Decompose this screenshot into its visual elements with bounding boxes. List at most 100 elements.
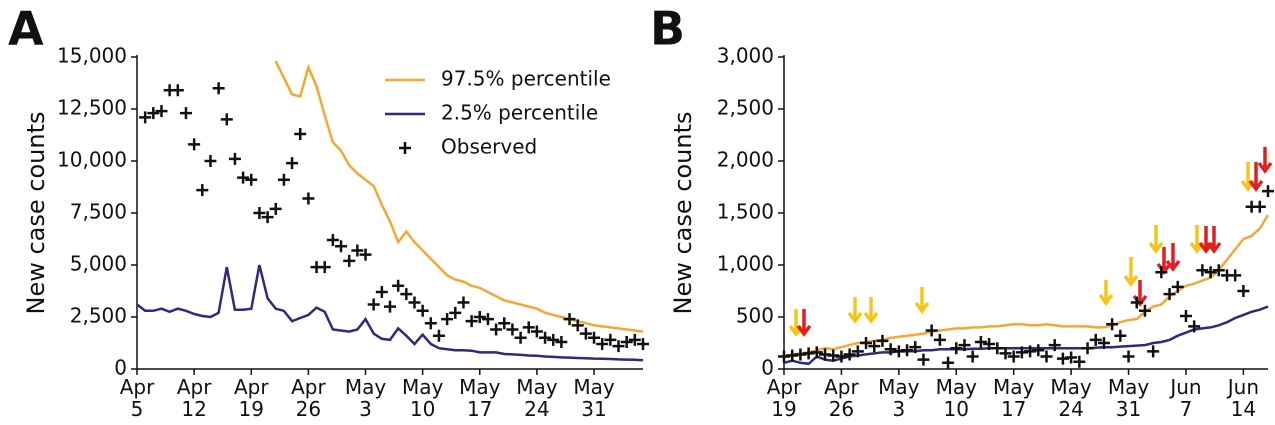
observed-point xyxy=(1204,266,1217,279)
observed-point xyxy=(933,333,946,346)
observed-point xyxy=(860,337,873,349)
observed-point xyxy=(343,254,356,267)
observed-point xyxy=(604,333,617,346)
observed-point xyxy=(999,347,1012,360)
observed-point xyxy=(1081,342,1094,355)
x-tick-label-box: May 17 xyxy=(993,376,1034,420)
observed-point xyxy=(261,211,274,224)
observed-point xyxy=(432,329,445,342)
observed-point xyxy=(1253,200,1266,213)
observed-point xyxy=(1073,355,1086,368)
observed-point xyxy=(1007,350,1020,363)
observed-point xyxy=(983,338,996,351)
observed-point xyxy=(490,323,503,336)
observed-point xyxy=(1237,285,1250,297)
observed-point xyxy=(637,338,649,351)
x-tick-label: May 3 xyxy=(344,376,387,421)
observed-point xyxy=(1155,266,1168,279)
observed-point xyxy=(498,317,511,330)
observed-point xyxy=(835,350,848,363)
observed-point xyxy=(253,207,266,219)
x-tick-label: May 10 xyxy=(401,376,444,421)
observed-point xyxy=(579,327,592,340)
observed-point xyxy=(351,244,364,257)
observed-point xyxy=(876,334,889,347)
observed-point xyxy=(868,340,881,353)
x-tick-label: Apr 26 xyxy=(291,376,326,421)
y-tick-label: 1,500 xyxy=(717,200,774,224)
observed-point xyxy=(318,261,331,274)
observed-point xyxy=(294,127,307,140)
observed-point xyxy=(286,157,299,170)
observed-point xyxy=(612,340,625,353)
y-tick-label: 12,500 xyxy=(57,96,127,120)
observed-point xyxy=(1048,339,1061,352)
y-tick-label: 3,000 xyxy=(717,44,774,68)
x-tick-label-box: May 24 xyxy=(1050,376,1092,421)
observed-point xyxy=(1097,337,1110,349)
x-tick-label: May 24 xyxy=(1050,376,1092,421)
x-tick-label: Jun 7 xyxy=(1170,376,1202,421)
x-tick-label-box: May 31 xyxy=(573,376,615,421)
observed-point xyxy=(506,323,519,336)
observed-point xyxy=(1229,269,1242,282)
observed-point xyxy=(539,331,552,344)
observed-point xyxy=(392,279,405,292)
observed-point xyxy=(1196,264,1209,277)
observed-point xyxy=(1212,264,1225,277)
observed-point xyxy=(942,356,955,369)
x-tick-label: May 31 xyxy=(573,376,615,421)
observed-point xyxy=(1122,350,1135,363)
observed-point xyxy=(555,335,568,348)
x-tick-label: Apr 5 xyxy=(119,376,155,421)
x-tick-label: May 31 xyxy=(1107,376,1150,421)
panel-label: B xyxy=(650,2,685,56)
observed-point xyxy=(277,173,290,186)
y-tick-label: 500 xyxy=(736,304,774,328)
y-tick-label: 0 xyxy=(761,356,774,380)
observed-point xyxy=(571,319,584,332)
x-tick-label-box: May 17 xyxy=(459,376,500,420)
observed-point xyxy=(196,184,209,197)
observed-point xyxy=(851,345,864,358)
x-tick-label-box: May 10 xyxy=(401,376,444,421)
x-tick-label-box: Apr 5 xyxy=(119,376,155,421)
observed-point xyxy=(843,348,856,361)
observed-point xyxy=(441,313,454,326)
observed-point xyxy=(810,346,823,359)
observed-point xyxy=(400,288,413,301)
observed-point xyxy=(237,171,250,184)
y-tick-label: 2,500 xyxy=(70,304,127,328)
observed-point xyxy=(302,192,315,205)
observed-point xyxy=(384,300,396,313)
y-tick-label: 10,000 xyxy=(57,148,127,172)
y-axis-label: New case counts xyxy=(22,112,50,315)
x-tick-label-box: Jun 14 xyxy=(1228,376,1259,420)
series-line xyxy=(136,264,644,362)
legend-swatch xyxy=(399,142,411,154)
y-tick-label: 1,000 xyxy=(717,252,774,276)
x-tick-label-box: May 10 xyxy=(936,376,977,420)
y-tick-label: 7,500 xyxy=(70,200,127,224)
observed-point xyxy=(909,341,922,354)
observed-point xyxy=(514,331,527,344)
observed-point xyxy=(1171,280,1184,293)
observed-point xyxy=(530,325,543,338)
y-axis-label: New case counts xyxy=(669,112,697,315)
series-line xyxy=(274,60,644,333)
x-tick-label: Apr 26 xyxy=(824,376,859,421)
observed-point xyxy=(547,333,560,346)
observed-point xyxy=(917,353,930,366)
y-tick-label: 0 xyxy=(114,356,127,380)
observed-point xyxy=(335,240,348,253)
observed-point xyxy=(228,152,241,165)
legend-label: 97.5% percentile xyxy=(441,67,611,91)
y-tick-label: 2,000 xyxy=(717,148,774,172)
x-tick-label-box: May 24 xyxy=(516,376,558,421)
observed-point xyxy=(522,321,535,334)
series-line xyxy=(783,305,1269,366)
observed-point xyxy=(596,338,609,351)
x-tick-label: May 24 xyxy=(516,376,558,421)
observed-point xyxy=(620,335,633,348)
